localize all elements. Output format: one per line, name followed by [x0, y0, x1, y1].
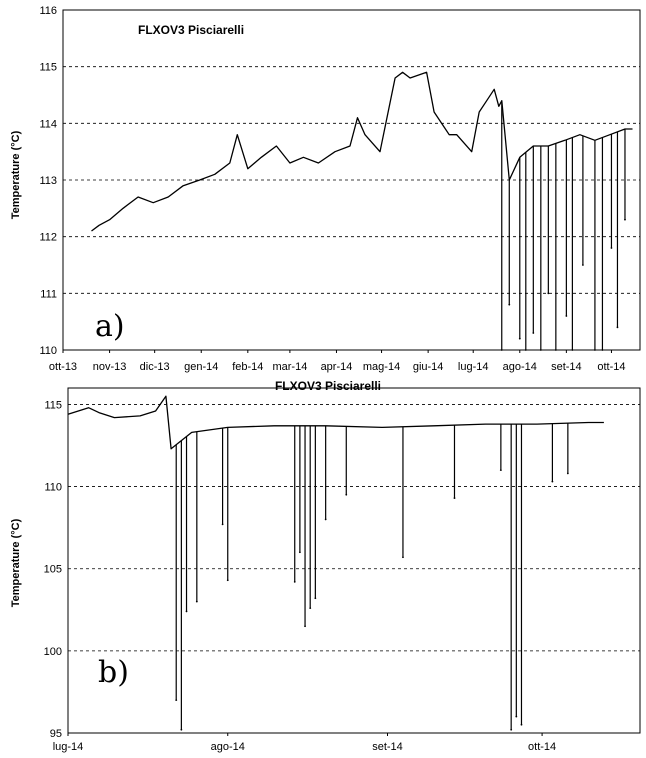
chart-b-dip-point: [180, 728, 183, 731]
chart-a-xtick-label: set-14: [551, 361, 582, 373]
chart-b-xtick-label: lug-14: [53, 741, 84, 753]
chart-b-plot-frame: [67, 387, 641, 734]
chart-b-dip-point: [185, 610, 188, 613]
chart-b-dip-point: [324, 518, 327, 521]
chart-b-ytick-label: 95: [50, 728, 62, 740]
chart-b-dip-point: [175, 699, 178, 702]
chart-b-dip-point: [309, 607, 312, 610]
chart-a-dip-point: [518, 337, 521, 340]
chart-a-dip-point: [539, 349, 542, 351]
chart-b-dip-point: [402, 556, 404, 559]
chart-a-plot-frame: [62, 9, 641, 351]
chart-a-dip-point: [508, 303, 511, 306]
chart-b-dip-point: [221, 523, 224, 526]
chart-b-ytick-label: 100: [44, 646, 62, 658]
chart-a-dip-point: [532, 332, 535, 334]
chart-panel-b: FLXOV3 Pisciarelli Temperature (°C) b) 9…: [0, 378, 646, 758]
chart-panel-a: FLXOV3 Pisciarelli Temperature (°C) a) 1…: [0, 0, 646, 378]
chart-a-xtick-label: mag-14: [363, 361, 400, 373]
chart-a-dip-point: [571, 349, 574, 351]
chart-a-dip-point: [601, 349, 604, 351]
chart-a-xtick-label: apr-14: [321, 361, 353, 373]
chart-a-dip-point: [582, 264, 584, 266]
chart-b-ylabel: Temperature (°C): [10, 518, 22, 607]
chart-a-ytick-label: 110: [39, 345, 57, 357]
chart-a-ytick-label: 115: [39, 62, 57, 74]
chart-b-xtick-label: ott-14: [528, 741, 556, 753]
chart-b-dip-point: [314, 597, 317, 600]
chart-a-dip-point: [554, 349, 557, 351]
chart-a-dip-point: [610, 247, 613, 249]
chart-a-ytick-label: 114: [39, 118, 57, 130]
chart-a-ytick-label: 116: [39, 5, 57, 17]
chart-a-ylabel: Temperature (°C): [10, 130, 22, 219]
chart-a-dip-point: [565, 315, 568, 317]
chart-a-svg: FLXOV3 Pisciarelli Temperature (°C) a) 1…: [10, 5, 641, 373]
chart-b-svg: FLXOV3 Pisciarelli Temperature (°C) b) 9…: [10, 379, 641, 753]
chart-a-dip-point: [624, 218, 626, 221]
chart-a-ytick-label: 112: [39, 232, 57, 244]
chart-b-xtick-label: ago-14: [211, 741, 245, 753]
chart-b-dip-point: [298, 551, 301, 554]
chart-a-series-line: [91, 71, 633, 232]
chart-b-title: FLXOV3 Pisciarelli: [275, 379, 381, 393]
chart-a-dip-point: [616, 326, 619, 329]
chart-a-xtick-label: feb-14: [232, 361, 263, 373]
chart-a-xtick-label: giu-14: [413, 361, 444, 373]
chart-b-dip-point: [566, 472, 569, 475]
chart-a-dip-point: [524, 349, 527, 351]
chart-b-dip-point: [293, 580, 296, 583]
chart-b-dip-point: [345, 493, 348, 496]
chart-a-dip-point: [547, 292, 550, 295]
chart-a-ytick-label: 113: [39, 175, 57, 187]
chart-a-panel-label: a): [95, 309, 125, 344]
chart-b-dip-point: [226, 579, 229, 582]
chart-a-xtick-label: ott-14: [597, 361, 625, 373]
chart-b-ytick-label: 105: [44, 564, 62, 576]
chart-a-xtick-label: nov-13: [93, 361, 127, 373]
chart-b-dip-point: [195, 600, 198, 603]
chart-a-dip-point: [500, 349, 503, 351]
chart-a-dip-point: [594, 349, 596, 351]
chart-a-title: FLXOV3 Pisciarelli: [138, 23, 244, 37]
chart-a-xtick-label: mar-14: [272, 361, 307, 373]
chart-b-xtick-label: set-14: [372, 741, 403, 753]
chart-b-dip-point: [520, 723, 523, 726]
chart-a-ytick-label: 111: [40, 288, 57, 300]
chart-a-xtick-label: gen-14: [184, 361, 218, 373]
chart-b-dip-point: [515, 715, 518, 718]
chart-b-dip-point: [499, 469, 502, 472]
chart-b-dip-point: [304, 625, 306, 628]
chart-a-xtick-label: ago-14: [503, 361, 537, 373]
chart-b-panel-label: b): [98, 655, 129, 690]
chart-b-dip-point: [453, 497, 456, 499]
chart-b-dip-point: [510, 728, 513, 731]
chart-b-series-line: [67, 395, 604, 450]
chart-a-xtick-label: ott-13: [49, 361, 77, 373]
chart-b-ytick-label: 115: [44, 399, 62, 411]
chart-a-xtick-label: lug-14: [458, 361, 489, 373]
chart-b-ytick-label: 110: [44, 482, 62, 494]
chart-a-xtick-label: dic-13: [140, 361, 170, 373]
chart-b-dip-point: [551, 480, 554, 483]
